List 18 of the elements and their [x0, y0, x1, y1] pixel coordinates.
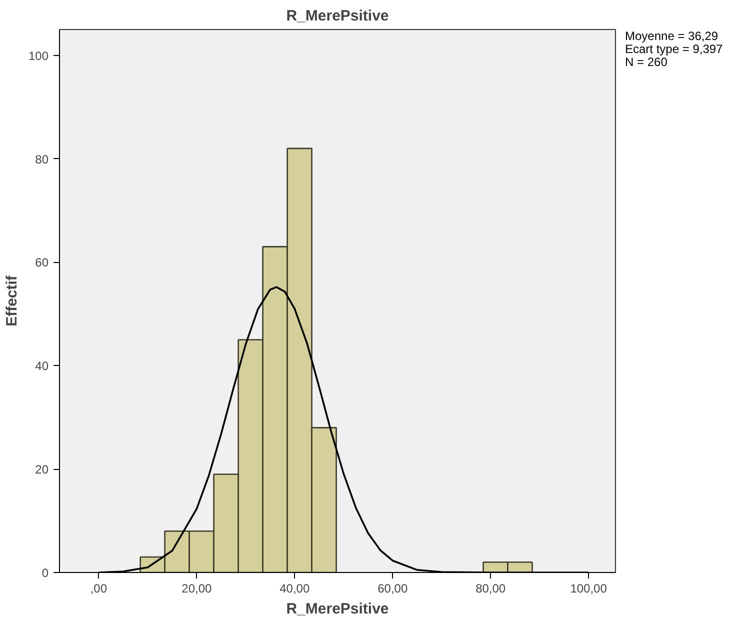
y-tick-label: 80: [35, 152, 49, 166]
x-axis-title: R_MerePsitive: [286, 600, 389, 618]
y-tick-label: 100: [28, 48, 49, 63]
y-tick-label: 40: [35, 359, 49, 374]
y-axis-title: Effectif: [3, 274, 20, 326]
y-tick-label: 60: [35, 256, 49, 270]
x-tick-label: ,00: [90, 582, 108, 596]
x-tick-label: 60,00: [378, 582, 408, 596]
text: Moyenne = 36,29: [625, 29, 718, 43]
y-tick-label: 0: [42, 566, 49, 580]
text: N = 260: [625, 55, 668, 70]
x-tick-label: 40,00: [280, 582, 310, 596]
text: Ecart type = 9,397: [625, 42, 723, 56]
x-tick-label: 80,00: [476, 582, 506, 596]
chart-title: R_MerePsitive: [286, 8, 389, 24]
y-tick-label: 20: [35, 462, 49, 477]
x-tick-label: 100,00: [570, 582, 608, 596]
x-tick-label: 20,00: [182, 582, 212, 596]
